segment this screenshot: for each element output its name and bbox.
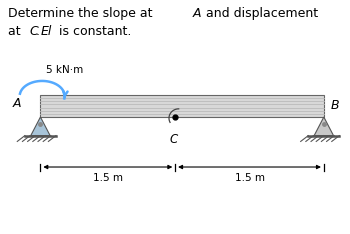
Text: El: El	[41, 25, 52, 38]
Bar	[41, 95, 324, 117]
Text: 1.5 m: 1.5 m	[93, 173, 123, 183]
Text: C: C	[29, 25, 38, 38]
Text: .: .	[36, 25, 44, 38]
Text: 5 kN·m: 5 kN·m	[46, 65, 83, 75]
Text: B: B	[331, 99, 340, 113]
Text: and displacement: and displacement	[202, 7, 318, 19]
Text: A: A	[193, 7, 201, 19]
Text: Determine the slope at: Determine the slope at	[8, 7, 156, 19]
Polygon shape	[314, 117, 334, 136]
Polygon shape	[31, 117, 50, 136]
Text: C: C	[169, 133, 177, 146]
Text: 1.5 m: 1.5 m	[234, 173, 265, 183]
Text: is constant.: is constant.	[55, 25, 131, 38]
Text: at: at	[8, 25, 24, 38]
Text: A: A	[13, 97, 21, 110]
